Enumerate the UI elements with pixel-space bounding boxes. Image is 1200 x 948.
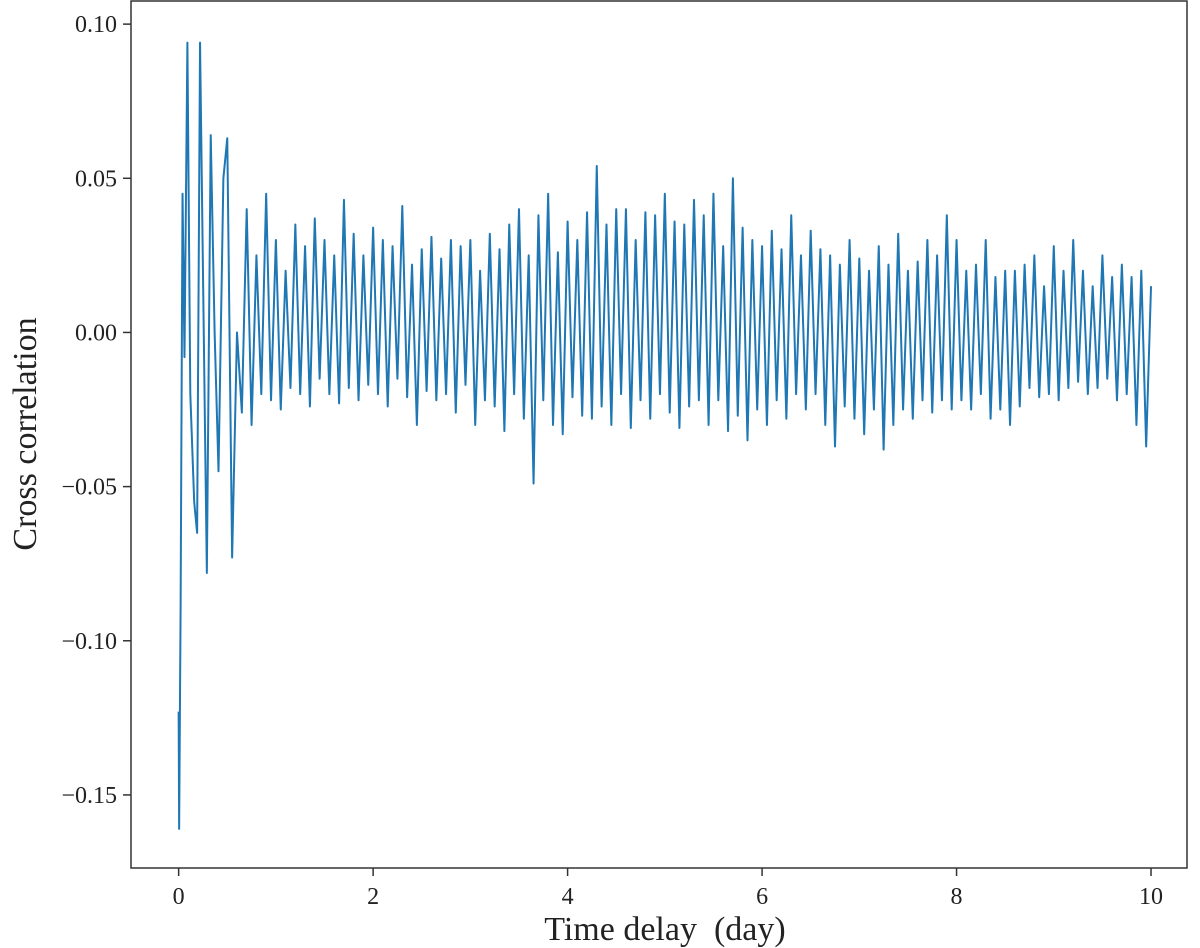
x-tick-label: 10 — [1139, 884, 1163, 910]
plot-frame — [130, 0, 1188, 869]
y-tick-label: 0.00 — [75, 320, 117, 346]
y-axis-label: Cross correlation — [7, 317, 44, 550]
y-tick-label: 0.10 — [75, 12, 117, 38]
x-tick-label: 2 — [367, 884, 379, 910]
x-tick-label: 6 — [756, 884, 768, 910]
x-tick-label: 4 — [562, 884, 574, 910]
y-tick-label: 0.05 — [75, 166, 117, 192]
data-line — [177, 41, 1153, 830]
y-tick-label: −0.05 — [61, 475, 117, 501]
x-tick-label: 8 — [951, 884, 963, 910]
y-tick-label: −0.15 — [61, 783, 117, 809]
y-tick-label: −0.10 — [61, 629, 117, 655]
x-axis-label: Time delay (day) — [544, 911, 785, 948]
x-tick-label: 0 — [173, 884, 185, 910]
